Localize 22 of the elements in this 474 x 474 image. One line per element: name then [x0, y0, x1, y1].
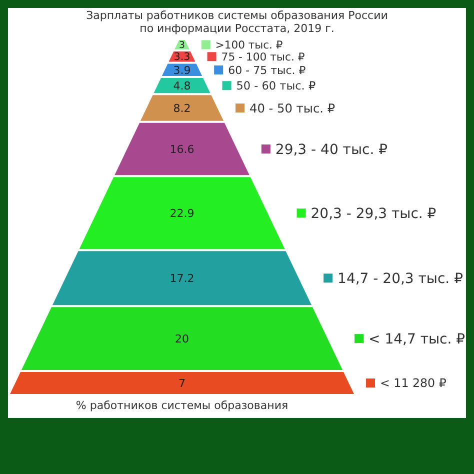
category-label: < 14,7 тыс. ₽: [368, 331, 466, 348]
data-label: 17.2: [170, 272, 194, 285]
data-label: 20: [175, 332, 189, 346]
category-label: 60 - 75 тыс. ₽: [228, 64, 306, 77]
data-label: 16.6: [170, 142, 194, 156]
data-label: 8.2: [173, 102, 191, 115]
data-label: 3.9: [173, 64, 191, 77]
category-label: 75 - 100 тыс. ₽: [221, 50, 305, 64]
data-label: 7: [178, 376, 186, 390]
data-label: 3: [179, 40, 185, 52]
data-label: 3.3: [174, 51, 190, 64]
text: Зарплаты работников системы образования России по информации Росстата, 2019 г.: [86, 9, 388, 35]
category-label: < 11 280 ₽: [380, 376, 447, 390]
data-label: 22.9: [170, 206, 194, 220]
data-label: 4.8: [173, 79, 191, 92]
category-label: 14,7 - 20,3 тыс. ₽: [338, 271, 464, 288]
category-label: 29,3 - 40 тыс. ₽: [275, 142, 388, 158]
category-label: 20,3 - 29,3 тыс. ₽: [310, 206, 436, 222]
text: % работников системы образования: [76, 399, 288, 412]
category-label: 40 - 50 тыс. ₽: [250, 101, 336, 116]
category-label: 50 - 60 тыс. ₽: [236, 80, 316, 93]
category-label: >100 тыс. ₽: [215, 38, 283, 52]
